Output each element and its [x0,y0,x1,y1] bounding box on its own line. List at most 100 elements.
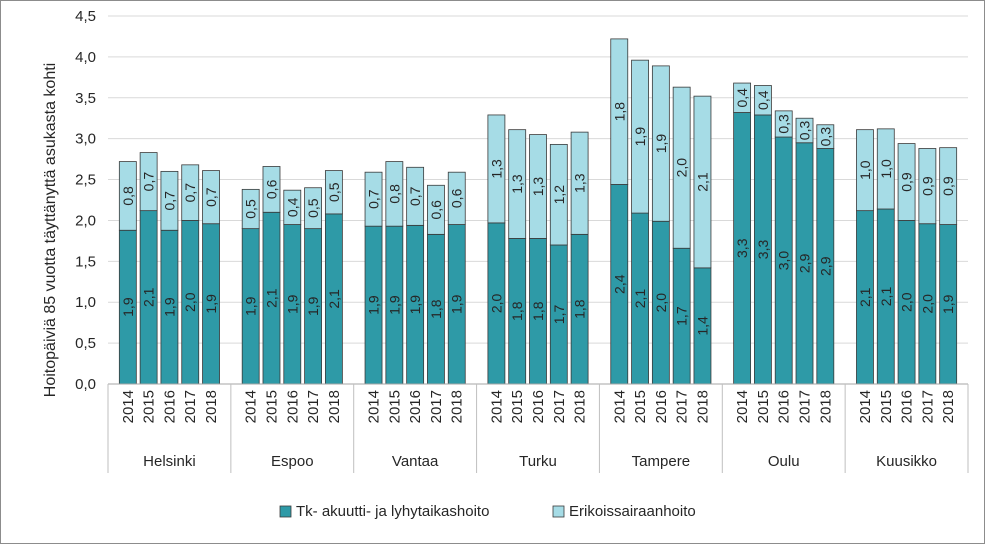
data-label: 0,9 [899,172,915,192]
bar-segment-erikoissairaanhoito [795,117,814,144]
data-label: 1,9 [407,295,423,315]
x-tick-label: 2016 [899,390,916,423]
x-tick-label: 2016 [161,390,178,423]
bar-segment-erikoissairaanhoito [631,59,649,214]
legend-label: Tk- akuutti- ja lyhytaikashoito [296,503,489,520]
x-tick-label: 2016 [653,390,670,423]
data-label: 1,3 [509,174,525,194]
x-tick-label: 2017 [919,390,936,423]
y-tick-label: 0,5 [75,335,96,352]
bar-segment-erikoissairaanhoito [733,82,752,113]
bar-segment-erikoissairaanhoito [406,166,425,226]
y-tick-label: 1,0 [75,294,96,311]
x-tick-label: 2017 [797,390,814,423]
x-tick-label: 2016 [284,390,301,423]
bar-segment-erikoissairaanhoito [570,131,589,235]
data-label: 1,0 [857,160,873,180]
bar-segment-erikoissairaanhoito [816,124,835,149]
bars: 1,9 0,8 2,1 0,7 1,9 0,7 2,0 0,7 1,9 0,7 1,9 0,5 2,1 0… [118,38,958,385]
legend: Tk- akuutti- ja lyhytaikashoito Erikoissa… [279,503,696,520]
bar-segment-erikoissairaanhoito [774,110,793,138]
bar-segment-erikoissairaanhoito [672,86,691,249]
group-label: Vantaa [392,453,439,470]
y-axis-label: Hoitopäiviä 85 vuotta täyttänyttä asukas… [42,63,59,397]
bar-segment-erikoissairaanhoito [876,128,895,210]
data-label: 0,7 [203,187,219,207]
data-label: 0,6 [428,200,444,220]
bar-segment-erikoissairaanhoito [651,65,670,222]
x-tick-label: 2014 [243,390,260,423]
bar-segment-erikoissairaanhoito [304,187,322,230]
bar-segment-erikoissairaanhoito [918,148,937,225]
data-label: 0,8 [386,184,402,204]
x-tick-label: 2014 [488,390,505,423]
data-label: 1,9 [653,134,669,154]
data-label: 1,8 [572,299,588,319]
bar-segment-erikoissairaanhoito [385,161,404,227]
data-label: 0,9 [919,176,935,196]
x-tick-label: 2017 [182,390,199,423]
x-tick-label: 2016 [407,390,424,423]
data-label: 0,5 [326,182,342,202]
data-label: 1,9 [632,127,648,147]
group-label: Tampere [632,453,690,470]
x-tick-label: 2014 [120,390,137,423]
bar-segment-erikoissairaanhoito [508,129,527,239]
y-tick-label: 1,5 [75,253,96,270]
y-tick-label: 4,5 [75,8,96,25]
data-label: 1,9 [366,295,382,315]
x-tick-label: 2017 [674,390,691,423]
y-tick-label: 2,0 [75,212,96,229]
bar-segment-erikoissairaanhoito [241,188,260,230]
bar-segment-erikoissairaanhoito [181,164,200,221]
x-tick-label: 2015 [263,390,280,423]
data-label: 2,0 [488,294,504,314]
bar-segment-erikoissairaanhoito [549,143,568,246]
bar-segment-erikoissairaanhoito [610,38,629,185]
bar-segment-erikoissairaanhoito [487,114,506,224]
x-tick-label: 2014 [366,390,383,423]
data-label: 1,4 [694,316,710,336]
legend-swatch [552,505,565,518]
data-label: 2,1 [326,289,342,309]
data-label: 2,1 [857,287,873,307]
data-label: 1,8 [530,301,546,321]
data-label: 3,3 [755,240,771,260]
group-label: Turku [519,453,557,470]
data-label: 0,5 [305,198,321,218]
data-label: 0,6 [449,188,465,208]
group-label: Kuusikko [876,453,937,470]
x-tick-label: 2014 [857,390,874,423]
data-label: 2,0 [674,158,690,178]
data-label: 2,1 [878,287,894,307]
data-label: 0,7 [182,183,198,203]
y-tick-label: 0,0 [75,376,96,393]
x-tick-label: 2014 [611,390,628,423]
data-label: 1,7 [551,305,567,325]
bar-segment-erikoissairaanhoito [754,85,772,116]
data-label: 1,9 [120,297,136,317]
data-label: 1,3 [572,173,588,193]
x-tick-label: 2017 [428,390,445,423]
data-label: 1,0 [878,159,894,179]
data-label: 0,9 [940,176,956,196]
bar-segment-erikoissairaanhoito [693,95,712,269]
data-label: 2,0 [919,294,935,314]
data-label: 1,9 [243,296,259,316]
data-label: 1,8 [428,299,444,319]
bar-segment-erikoissairaanhoito [202,170,220,225]
bar-segment-erikoissairaanhoito [262,166,281,213]
data-label: 0,7 [407,186,423,206]
x-tick-label: 2015 [386,390,403,423]
x-tick-label: 2015 [509,390,526,423]
data-label: 1,8 [509,301,525,321]
data-label: 0,6 [263,179,279,199]
data-label: 1,9 [161,297,177,317]
x-tick-label: 2018 [449,390,466,423]
data-label: 0,3 [776,114,792,134]
bar-segment-erikoissairaanhoito [283,189,302,225]
data-label: 0,4 [755,90,771,110]
bar-segment-erikoissairaanhoito [897,143,916,221]
